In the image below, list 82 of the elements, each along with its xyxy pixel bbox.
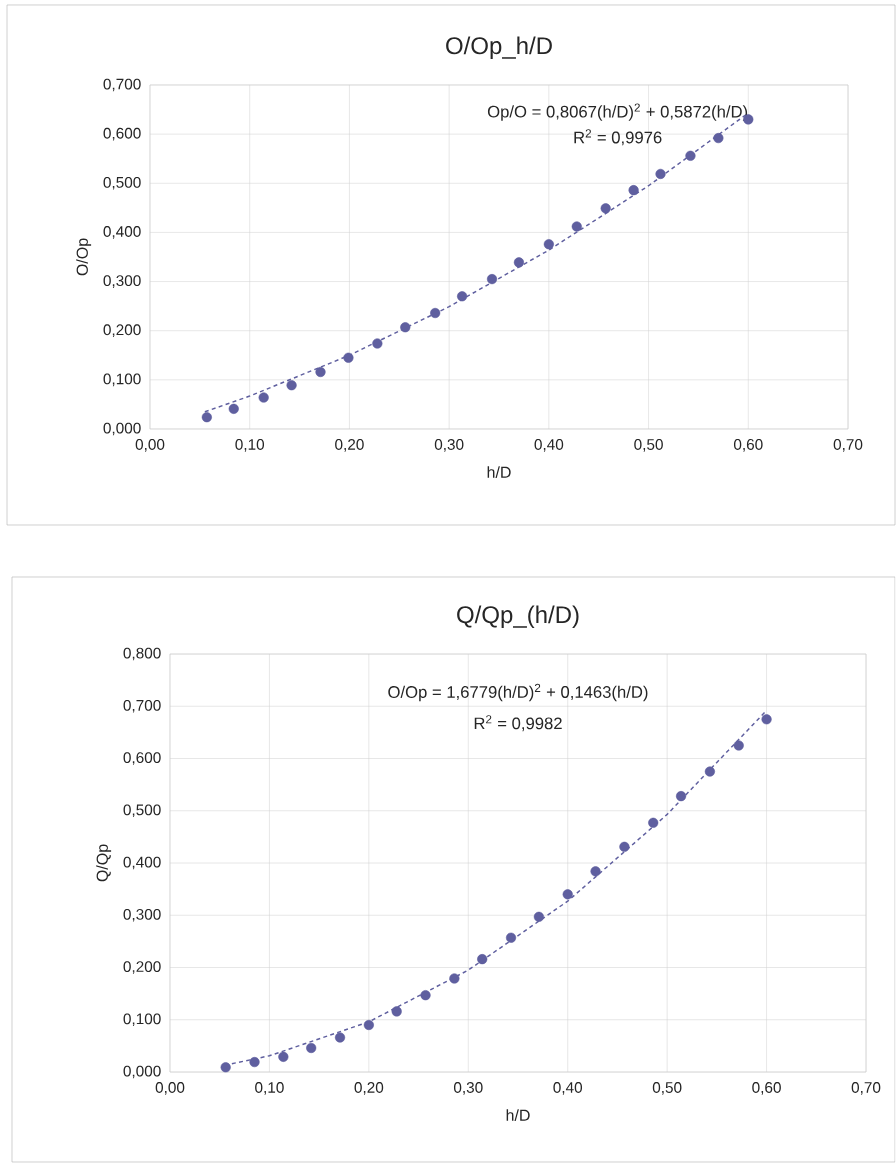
point [543, 239, 554, 250]
point [676, 791, 687, 802]
x-tick-label: 0,20 [335, 439, 364, 452]
point [505, 932, 517, 943]
point [449, 973, 460, 984]
point [600, 203, 611, 214]
point [619, 841, 630, 852]
x-tick-label: 0,10 [235, 439, 265, 452]
point [477, 954, 488, 965]
point [761, 714, 772, 725]
y-tick-label: 0,100 [123, 1013, 161, 1027]
point [513, 257, 525, 268]
x-axis-title: h/D [487, 466, 511, 478]
x-tick-label: 0,60 [733, 439, 763, 452]
point [334, 1032, 346, 1043]
y-tick-label: 0,700 [103, 78, 141, 92]
y-tick-label: 0,700 [123, 699, 161, 713]
y-tick-label: 0,500 [103, 176, 141, 190]
point [457, 291, 468, 302]
x-tick-label: 0,60 [752, 1082, 781, 1095]
x-tick-label: 0,30 [434, 439, 464, 452]
point [430, 307, 441, 319]
annotation: R$^{2}$ = 0,9976 [574, 129, 662, 146]
x-tick-label: 0,10 [255, 1082, 284, 1095]
point [258, 392, 269, 403]
point [704, 766, 715, 777]
y-tick-label: 0,500 [123, 804, 161, 818]
point [420, 990, 431, 1001]
point [315, 366, 326, 378]
point [685, 150, 696, 161]
chart-title: O/Op_h/D [446, 36, 552, 59]
x-tick-label: 0,00 [155, 1082, 185, 1095]
x-tick-label: 0,00 [135, 439, 165, 452]
y-tick-label: 0,400 [123, 856, 161, 870]
point [590, 866, 601, 877]
point [571, 221, 582, 232]
point [343, 352, 354, 363]
y-axis-title: Q/Qp [96, 844, 112, 882]
point [628, 185, 639, 196]
point [400, 322, 411, 333]
x-tick-label: 0,70 [851, 1082, 881, 1095]
y-tick-label: 0,000 [123, 1065, 161, 1079]
point [372, 338, 383, 349]
y-tick-label: 0,400 [103, 226, 141, 239]
annotation: Op/O = 0,8067(h/D)$^{2}$ + 0,5872(h/D) [487, 103, 748, 121]
point [228, 403, 239, 414]
point [486, 274, 498, 285]
x-tick-label: 0,70 [833, 439, 863, 452]
x-tick-label: 0,40 [553, 1082, 583, 1095]
point [562, 889, 573, 900]
point [533, 911, 544, 922]
annotation: O/Op = 1,6779(h/D)$^{2}$ + 0,1463(h/D) [388, 683, 648, 702]
y-axis-title: O/Op [76, 238, 92, 276]
y-tick-label: 0,800 [123, 647, 161, 661]
point [249, 1057, 260, 1068]
point [201, 412, 212, 423]
x-tick-label: 0,30 [453, 1082, 483, 1095]
annotation: R$^{2}$ = 0,9982 [474, 715, 562, 732]
y-tick-label: 0,200 [103, 324, 141, 338]
point [306, 1042, 317, 1054]
point [220, 1062, 231, 1073]
x-tick-label: 0,50 [652, 1082, 682, 1095]
point [655, 168, 666, 180]
point [363, 1019, 374, 1031]
x-tick-label: 0,40 [534, 439, 564, 452]
point [733, 740, 744, 751]
point [286, 380, 297, 391]
x-tick-label: 0,20 [354, 1082, 384, 1095]
y-tick-label: 0,100 [103, 373, 141, 387]
point [648, 817, 659, 828]
point [713, 133, 724, 144]
y-tick-label: 0,200 [123, 961, 161, 974]
y-tick-label: 0,600 [103, 127, 141, 141]
y-tick-label: 0,300 [123, 908, 161, 922]
point [278, 1051, 289, 1062]
chart-title: Q/Qp_(h/D) [457, 605, 579, 628]
x-tick-label: 0,50 [634, 439, 663, 452]
y-tick-label: 0,600 [123, 752, 161, 765]
x-axis-title: h/D [506, 1109, 530, 1121]
point [391, 1006, 402, 1017]
y-tick-label: 0,000 [103, 422, 141, 436]
y-tick-label: 0,300 [103, 275, 141, 288]
